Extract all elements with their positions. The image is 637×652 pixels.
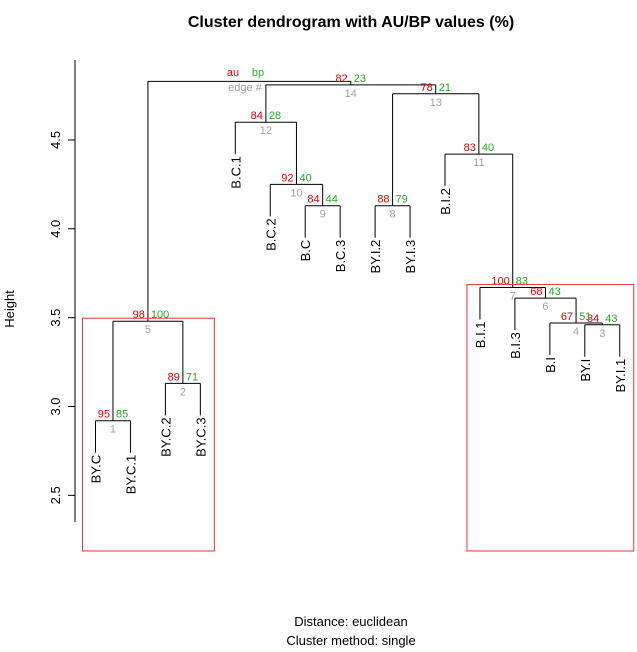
- bp-label: 51: [579, 311, 591, 323]
- y-axis-label: Height: [2, 290, 17, 328]
- edge-label: 9: [320, 209, 326, 221]
- cluster-highlight-rect: [82, 317, 215, 552]
- bp-label: 23: [354, 73, 366, 85]
- leaf-label: BY.I.3: [403, 240, 418, 274]
- leaf-labels: BY.C BY.C.1 BY.C.2 BY.C.3 B.C.1 B.C.2 B.C B.C.3…: [89, 156, 628, 494]
- bp-label: 21: [439, 82, 451, 94]
- bp-label: 100: [151, 309, 169, 321]
- edge-label: 5: [145, 324, 151, 336]
- edge-label: 12: [260, 125, 272, 137]
- leaf-label: BY.I.2: [368, 240, 383, 274]
- au-label: 98: [133, 309, 145, 321]
- edge-label: 13: [430, 97, 442, 109]
- leaf-label: B.I.2: [438, 188, 453, 215]
- bp-label: 43: [605, 313, 617, 325]
- leaf-label: BY.C: [89, 455, 104, 484]
- au-label: 68: [530, 286, 542, 298]
- leaf-label: B.I.3: [508, 332, 523, 359]
- bp-label: 43: [548, 286, 560, 298]
- au-label: 92: [281, 172, 293, 184]
- leaf-label: BY.I: [578, 359, 593, 382]
- leaf-label: BY.C.2: [158, 417, 173, 457]
- edge-label: 1: [110, 424, 116, 436]
- chart-title: Cluster dendrogram with AU/BP values (%): [188, 14, 514, 31]
- leaf-label: B.I.1: [473, 321, 488, 348]
- au-label: 78: [420, 82, 432, 94]
- bp-label: 85: [116, 409, 128, 421]
- cluster-highlight-rect: [466, 283, 635, 552]
- bp-label: 40: [299, 172, 311, 184]
- legend-edge: edge #: [228, 82, 263, 94]
- legend-au: au: [227, 67, 239, 79]
- leaf-label: BY.C.3: [193, 417, 208, 457]
- bp-label: 71: [186, 371, 198, 383]
- au-label: 88: [377, 194, 389, 206]
- method-label: Cluster method: single: [286, 633, 415, 648]
- edge-label: 14: [345, 88, 357, 100]
- y-tick-label: 4.5: [48, 131, 63, 149]
- edge-label: 4: [573, 326, 579, 338]
- edge-label: 3: [599, 328, 605, 340]
- leaf-label: BY.C.1: [123, 455, 138, 495]
- leaf-label: B.C.1: [228, 156, 243, 189]
- highlight-rectangles: [82, 283, 635, 552]
- legend-bp: bp: [252, 67, 264, 79]
- leaf-label: B.C.3: [333, 240, 348, 273]
- au-label: 82: [336, 73, 348, 85]
- y-tick-label: 2.5: [48, 486, 63, 504]
- au-bp-legend: au bp edge #: [227, 67, 264, 94]
- edge-label: 8: [390, 209, 396, 221]
- y-tick-label: 3.5: [48, 309, 63, 327]
- edge-label: 2: [180, 386, 186, 398]
- au-label: 89: [168, 371, 180, 383]
- au-label: 67: [561, 311, 573, 323]
- bp-label: 79: [396, 194, 408, 206]
- edge-label: 6: [542, 301, 548, 313]
- bp-label: 28: [269, 110, 281, 122]
- edge-label: 10: [290, 187, 302, 199]
- bp-label: 83: [516, 275, 528, 287]
- distance-label: Distance: euclidean: [294, 614, 407, 629]
- edge-label: 7: [510, 290, 516, 302]
- au-label: 84: [587, 313, 599, 325]
- dendrogram-tree: [95, 80, 621, 453]
- bp-label: 44: [326, 194, 338, 206]
- leaf-label: B.C: [298, 240, 313, 262]
- leaf-label: BY.I.1: [613, 359, 628, 393]
- y-tick-label: 3.0: [48, 397, 63, 415]
- au-label: 100: [491, 275, 509, 287]
- au-label: 84: [307, 194, 319, 206]
- edge-label: 11: [473, 157, 484, 169]
- leaf-label: B.C.2: [263, 218, 278, 251]
- au-label: 83: [464, 142, 476, 154]
- leaf-label: B.I: [543, 357, 558, 373]
- y-axis-ticks: 2.5 3.0 3.5 4.0 4.5: [48, 131, 75, 504]
- y-tick-label: 4.0: [48, 220, 63, 238]
- bp-label: 40: [482, 142, 494, 154]
- au-label: 84: [251, 110, 263, 122]
- au-label: 95: [98, 409, 110, 421]
